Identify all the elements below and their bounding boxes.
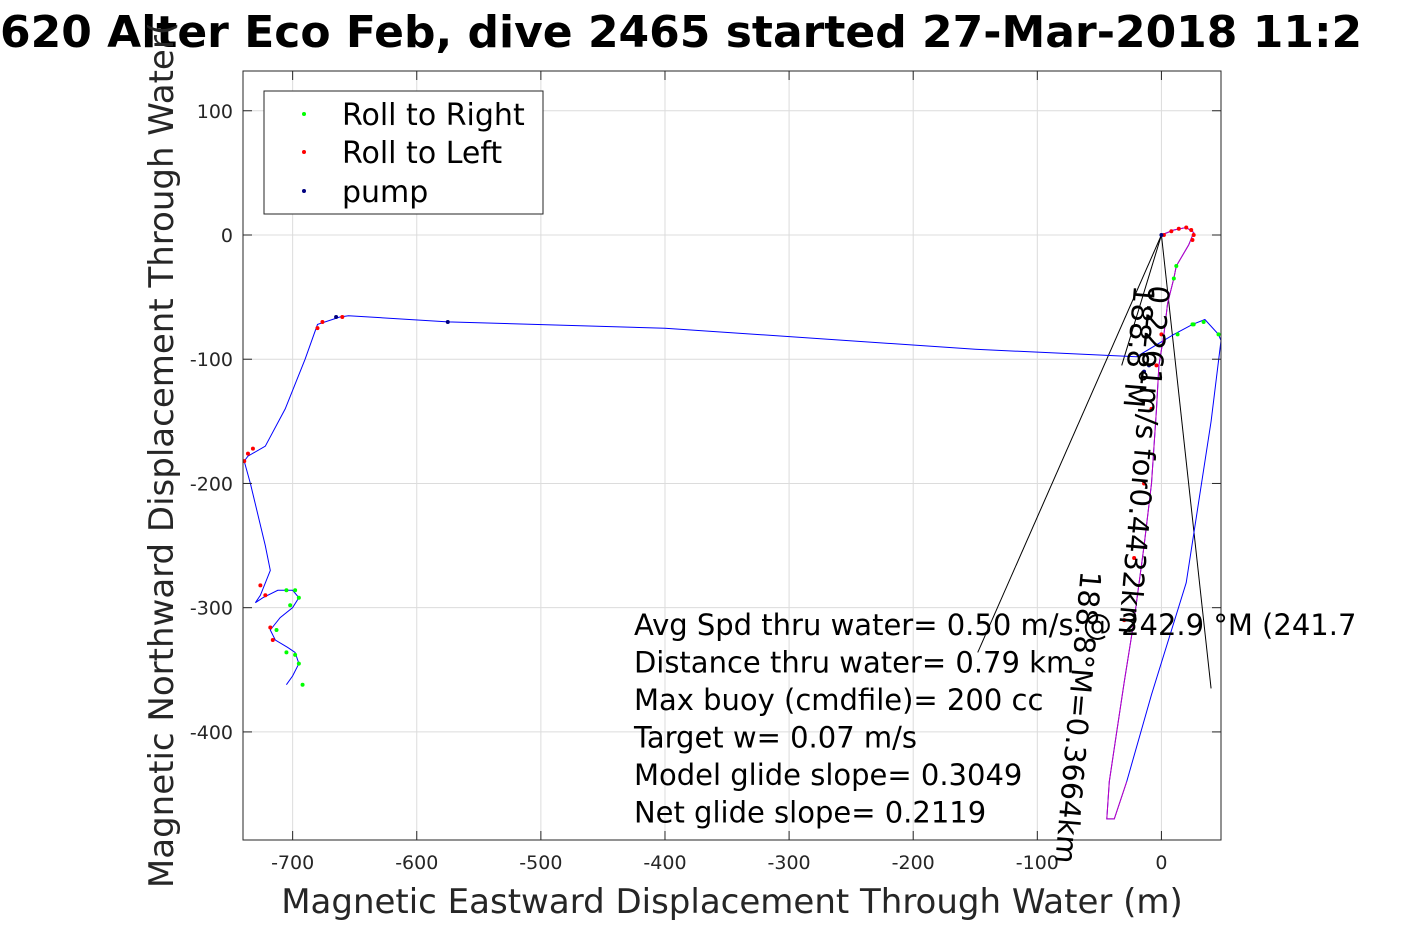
plot-data-layer — [243, 225, 1221, 820]
pump-point — [334, 314, 339, 319]
legend-marker-roll-left — [302, 150, 306, 154]
vector-line — [977, 234, 1162, 653]
roll-left-point — [1142, 481, 1147, 486]
roll-right-point — [1171, 276, 1176, 281]
roll-left-point — [315, 326, 320, 331]
roll-left-point — [1122, 618, 1127, 623]
roll-left-point — [1159, 332, 1164, 337]
legend-marker-roll-right — [302, 112, 306, 116]
y-tick-label: 0 — [221, 225, 233, 247]
roll-right-point — [284, 650, 289, 655]
roll-left-point — [270, 637, 275, 642]
x-tick-label: -700 — [271, 852, 314, 874]
roll-right-point — [1201, 319, 1206, 324]
roll-right-point — [293, 588, 298, 593]
annotation-line: Distance thru water= 0.79 km — [634, 646, 1074, 680]
annotation-block: Avg Spd thru water= 0.50 m/s @ 242.9 °M … — [633, 284, 1356, 865]
roll-left-point — [243, 459, 247, 464]
x-axis-label: Magnetic Eastward Displacement Through W… — [281, 882, 1183, 922]
annotation-line: Max buoy (cmdfile)= 200 cc — [634, 683, 1043, 717]
roll-right-point — [288, 603, 293, 608]
roll-left-point — [268, 625, 273, 630]
annotation-line: Model glide slope= 0.3049 — [634, 758, 1022, 792]
grid-lines — [243, 71, 1221, 840]
roll-left-point — [1149, 406, 1154, 411]
roll-right-point — [1190, 322, 1195, 327]
y-tick-label: -200 — [190, 473, 233, 495]
plot-frame — [242, 70, 1222, 841]
roll-left-point — [1191, 232, 1196, 237]
roll-left-point — [1189, 228, 1194, 233]
roll-right-point — [300, 682, 305, 687]
roll-left-point — [1176, 226, 1181, 231]
roll-left-point — [1132, 555, 1137, 560]
x-tick-label: -500 — [519, 852, 562, 874]
roll-left-point — [1154, 363, 1159, 368]
pump-point — [1142, 369, 1147, 374]
annotation-line: Target w= 0.07 m/s — [633, 721, 917, 755]
pump-point — [1159, 232, 1164, 237]
roll-left-point — [245, 451, 250, 456]
roll-left-point — [263, 593, 268, 598]
vector-line — [1160, 234, 1212, 689]
roll-left-point — [1169, 229, 1174, 234]
roll-left-point — [320, 319, 325, 324]
x-tick-label: -200 — [892, 852, 935, 874]
roll-left-point — [250, 446, 255, 451]
legend-marker-pump — [302, 189, 306, 193]
legend-label-pump: pump — [342, 175, 428, 210]
x-tick-label: 0 — [1155, 852, 1167, 874]
roll-right-point — [296, 595, 301, 600]
roll-right-point — [293, 652, 298, 657]
tick-marks: -700 -600 -500 -400 -300 -200 -100 0 100 0 -100 -20… — [190, 71, 1221, 874]
x-tick-label: -600 — [395, 852, 438, 874]
y-axis-label: Magnetic Northward Displacement Through … — [142, 22, 182, 888]
chart-title: 620 Alter Eco Feb, dive 2465 started 27-… — [0, 7, 1362, 58]
x-tick-label: -400 — [643, 852, 686, 874]
roll-right-point — [274, 628, 279, 633]
pump-point — [1147, 363, 1152, 368]
roll-left-point — [1184, 225, 1189, 230]
roll-right-point — [284, 588, 289, 593]
vector-line — [1121, 234, 1162, 366]
y-tick-label: 100 — [197, 101, 233, 123]
legend-label-roll-right: Roll to Right — [342, 98, 525, 133]
annotation-line: Net glide slope= 0.2119 — [634, 796, 986, 830]
x-tick-label: -300 — [768, 852, 811, 874]
y-tick-label: -400 — [190, 722, 233, 744]
roll-right-point — [296, 661, 301, 666]
roll-left-point — [258, 583, 263, 588]
legend-label-roll-left: Roll to Left — [342, 136, 502, 171]
x-tick-label: -100 — [1016, 852, 1059, 874]
y-tick-label: -300 — [190, 598, 233, 620]
roll-left-point — [1190, 237, 1195, 242]
roll-left-point — [340, 314, 345, 319]
roll-right-point — [1174, 264, 1179, 269]
roll-right-point — [1216, 332, 1221, 337]
pump-point — [445, 319, 450, 324]
roll-right-point — [1175, 332, 1180, 337]
y-tick-label: -100 — [190, 349, 233, 371]
legend-box — [263, 90, 544, 215]
legend: Roll to Right Roll to Left pump — [263, 90, 544, 215]
annotation-line: Avg Spd thru water= 0.50 m/s @ 242.9 °M … — [634, 608, 1356, 642]
